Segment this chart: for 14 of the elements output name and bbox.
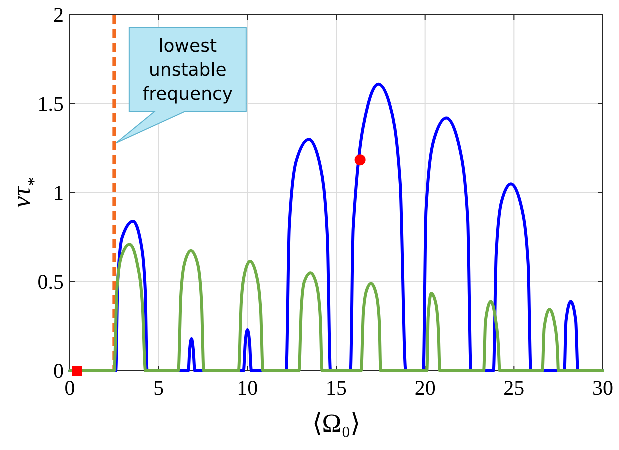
x-tick-label: 5 (154, 376, 164, 400)
x-axis-title: ⟨Ω₀⟩ (312, 409, 361, 438)
x-tick-label: 30 (592, 376, 614, 400)
y-tick-label: 1.5 (38, 92, 64, 116)
x-tick-label: 20 (414, 376, 436, 400)
y-tick-label: 0 (54, 359, 64, 383)
annotation: lowest unstable frequency (142, 36, 234, 105)
y-tick-label: 1 (54, 181, 64, 205)
y-tick-label: 0.5 (38, 270, 64, 294)
x-tick-label: 10 (237, 376, 258, 400)
y-tick-label: 2 (54, 3, 64, 27)
x-tick-label: 15 (326, 376, 347, 400)
x-tick-label: 25 (504, 376, 525, 400)
line-series (68, 243, 604, 372)
